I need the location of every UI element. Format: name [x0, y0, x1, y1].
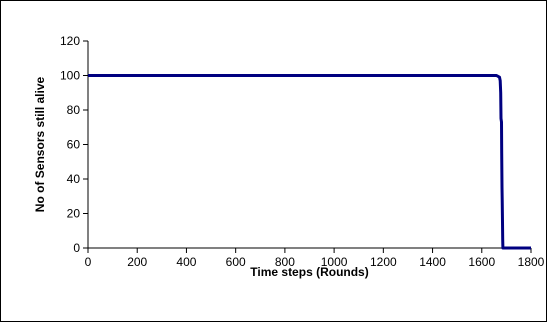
- series-line: [88, 74, 531, 250]
- x-tick-label: 200: [127, 255, 147, 269]
- x-axis-ticks: 0 200 400 600 800 1000 1200 1400 1600 1800: [85, 248, 545, 269]
- y-tick-label: 0: [73, 241, 80, 255]
- y-axis-ticks: 0 20 40 60 80 100 120: [60, 34, 88, 255]
- y-tick-label: 60: [67, 138, 81, 152]
- x-tick-label: 1600: [468, 255, 495, 269]
- x-tick-label: 800: [275, 255, 295, 269]
- x-tick-label: 1200: [370, 255, 397, 269]
- y-tick-label: 100: [60, 69, 80, 83]
- y-tick-label: 40: [67, 172, 81, 186]
- x-tick-label: 1400: [419, 255, 446, 269]
- x-tick-label: 600: [226, 255, 246, 269]
- x-tick-label: 1000: [321, 255, 348, 269]
- y-axis-title: No of Sensors still alive: [33, 76, 47, 212]
- y-tick-label: 120: [60, 34, 80, 48]
- x-tick-label: 1800: [518, 255, 545, 269]
- y-tick-label: 80: [67, 103, 81, 117]
- y-tick-label: 20: [67, 207, 81, 221]
- x-axis-title: Time steps (Rounds): [250, 265, 368, 279]
- plot-area: 0 20 40 60 80 100 120 0 200 400 600 800 1000 1200 140…: [60, 34, 545, 269]
- x-tick-label: 400: [176, 255, 196, 269]
- x-tick-label: 0: [85, 255, 92, 269]
